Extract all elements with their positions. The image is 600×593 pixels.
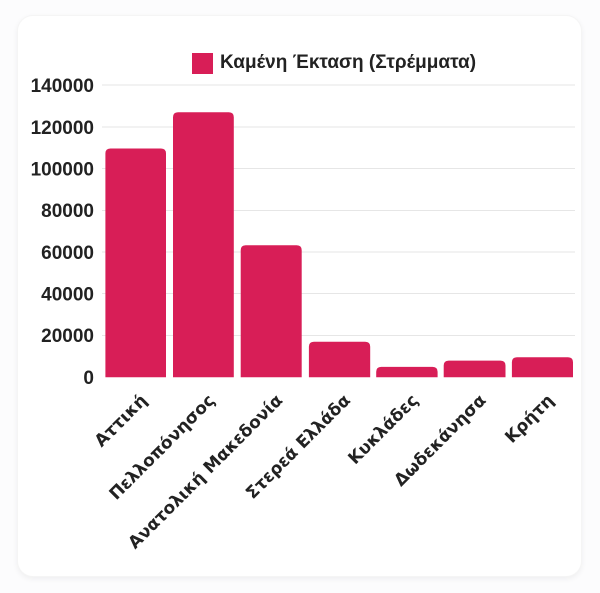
svg-text:40000: 40000	[41, 285, 94, 306]
svg-text:Κρήτη: Κρήτη	[501, 391, 558, 448]
svg-text:120000: 120000	[31, 118, 94, 139]
svg-text:20000: 20000	[41, 326, 94, 347]
svg-text:80000: 80000	[41, 201, 94, 222]
svg-text:Καμένη Έκταση (Στρέμματα): Καμένη Έκταση (Στρέμματα)	[220, 52, 476, 73]
svg-text:140000: 140000	[31, 76, 94, 97]
svg-text:60000: 60000	[41, 243, 94, 264]
svg-text:0: 0	[83, 368, 94, 389]
svg-text:100000: 100000	[31, 160, 94, 181]
svg-text:Αττική: Αττική	[91, 391, 152, 452]
